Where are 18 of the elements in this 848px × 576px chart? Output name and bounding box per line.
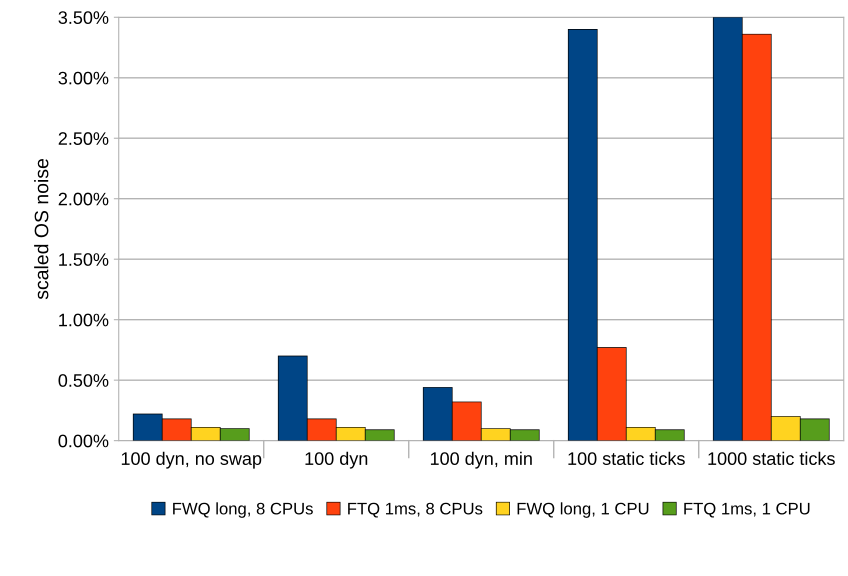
y-axis-title: scaled OS noise [34, 159, 48, 300]
y-tick-label: 2.50% [58, 132, 108, 145]
x-tick-label: 1000 static ticks [708, 452, 835, 466]
x-tick-label: 100 dyn, min [430, 452, 532, 469]
legend-label: FWQ long, 8 CPUs [173, 502, 313, 518]
y-tick-label: 0.00% [58, 434, 108, 448]
y-tick-label: 2.00% [58, 192, 108, 206]
x-tick-label: 100 dyn [305, 452, 368, 469]
y-tick-label: 3.50% [58, 11, 108, 24]
y-tick-label: 1.50% [59, 253, 108, 266]
y-tick-label: 3.00% [58, 72, 108, 84]
legend-label: FTQ 1ms, 8 CPUs [348, 502, 482, 518]
legend-label: FWQ long, 1 CPU [518, 502, 648, 518]
x-tick-label: 100 static ticks [568, 452, 685, 466]
x-tick-label: 100 dyn, no swap [122, 452, 262, 469]
legend-label: FTQ 1ms, 1 CPU [684, 502, 810, 518]
y-tick-label: 0.50% [58, 374, 108, 387]
y-tick-label: 1.00% [59, 314, 108, 326]
